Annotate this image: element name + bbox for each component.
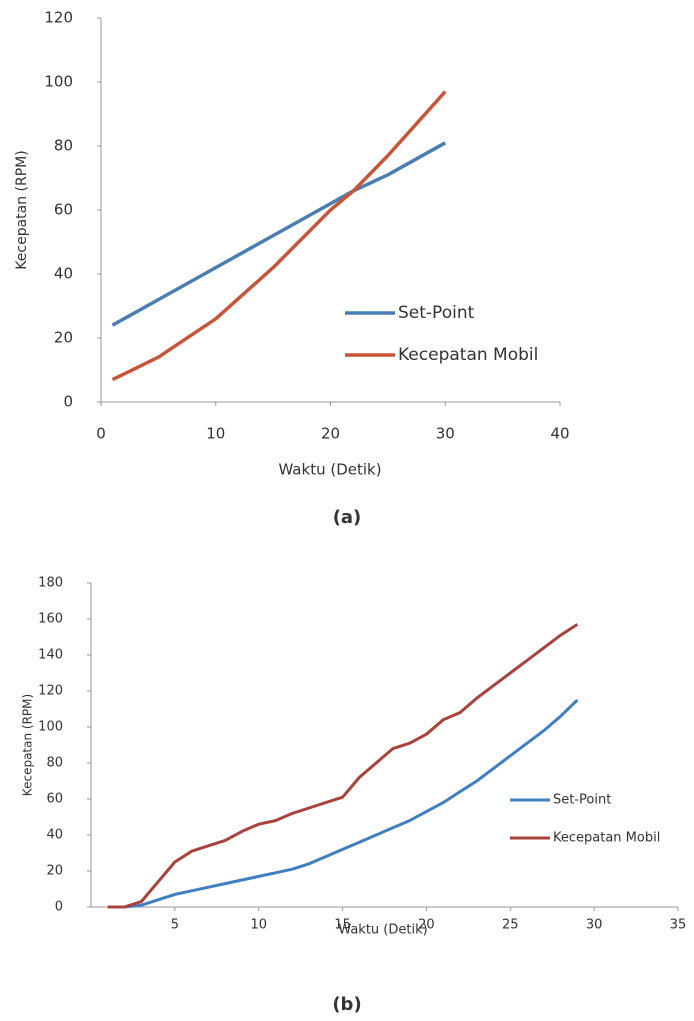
series-line bbox=[107, 698, 579, 909]
y-tick-label: 160 bbox=[38, 612, 63, 627]
x-tick-label: 5 bbox=[171, 918, 179, 933]
x-tick-label: 20 bbox=[321, 425, 340, 443]
y-tick-label: 120 bbox=[44, 9, 73, 27]
y-tick-label: 20 bbox=[54, 329, 73, 347]
x-axis-title: Waktu (Detik) bbox=[338, 923, 427, 938]
caption: (b) bbox=[332, 994, 361, 1015]
x-tick-label: 35 bbox=[670, 918, 687, 933]
x-tick-label: 30 bbox=[436, 425, 455, 443]
y-tick-label: 140 bbox=[38, 648, 63, 663]
y-tick-label: 20 bbox=[46, 864, 63, 879]
y-tick-label: 0 bbox=[55, 900, 63, 915]
x-tick-label: 10 bbox=[206, 425, 225, 443]
y-tick-label: 80 bbox=[54, 137, 73, 155]
x-tick-label: 20 bbox=[418, 918, 435, 933]
caption: (a) bbox=[333, 507, 362, 528]
y-tick-label: 180 bbox=[38, 576, 63, 591]
legend-label: Kecepatan Mobil bbox=[398, 345, 538, 365]
series-line bbox=[111, 90, 447, 382]
y-tick-label: 0 bbox=[63, 393, 73, 411]
legend-label: Kecepatan Mobil bbox=[553, 831, 660, 846]
x-tick-label: 40 bbox=[550, 425, 569, 443]
y-axis-title: Kecepatan (RPM) bbox=[21, 694, 35, 796]
y-tick-label: 60 bbox=[54, 201, 73, 219]
x-tick-label: 0 bbox=[96, 425, 106, 443]
y-tick-label: 40 bbox=[46, 828, 63, 843]
y-tick-label: 100 bbox=[38, 720, 63, 735]
y-tick-label: 80 bbox=[46, 756, 63, 771]
x-tick-label: 10 bbox=[250, 918, 267, 933]
y-tick-label: 120 bbox=[38, 684, 63, 699]
x-axis-title: Waktu (Detik) bbox=[278, 461, 381, 479]
y-tick-label: 40 bbox=[54, 265, 73, 283]
legend-label: Set-Point bbox=[553, 793, 611, 808]
y-tick-label: 100 bbox=[44, 73, 73, 91]
legend-label: Set-Point bbox=[398, 303, 475, 323]
y-tick-label: 60 bbox=[46, 792, 63, 807]
x-tick-label: 30 bbox=[586, 918, 603, 933]
x-tick-label: 15 bbox=[334, 918, 351, 933]
series-line bbox=[107, 623, 579, 909]
x-tick-label: 25 bbox=[502, 918, 519, 933]
series-line bbox=[111, 141, 447, 327]
y-axis-title: Kecepatan (RPM) bbox=[14, 150, 30, 269]
